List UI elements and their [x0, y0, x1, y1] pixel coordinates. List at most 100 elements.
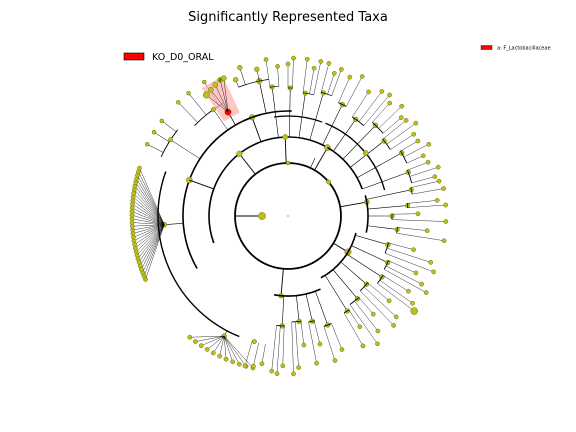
branch-line [135, 224, 165, 249]
branch-line [189, 179, 214, 190]
branch-line [284, 137, 287, 164]
branch-line [145, 224, 165, 280]
clade-arc [208, 136, 278, 244]
taxon-node [387, 92, 392, 98]
branch-line [407, 162, 429, 171]
taxon-node [393, 314, 399, 320]
clade-arc [243, 110, 292, 122]
taxon-node [326, 61, 332, 66]
taxon-node [304, 56, 310, 62]
root-point [287, 215, 289, 217]
branch-line [412, 188, 444, 195]
branch-line [302, 59, 308, 93]
taxon-node [399, 103, 405, 109]
branch-line [356, 152, 402, 178]
taxon-node [198, 343, 204, 348]
clade-arc [352, 116, 365, 126]
taxon-node [275, 64, 280, 69]
branch-line [300, 321, 305, 346]
taxon-node [242, 363, 248, 369]
branch-line [388, 242, 414, 250]
taxon-node [237, 64, 243, 71]
branch-line [132, 224, 165, 227]
taxon-node [202, 79, 207, 85]
taxon-node [259, 361, 265, 367]
branch-line [314, 147, 328, 171]
branch-line [340, 201, 367, 208]
branch-line [282, 325, 285, 366]
taxon-node [428, 260, 434, 265]
branch-line [223, 336, 233, 362]
branch-line [215, 84, 229, 113]
branch-line [396, 233, 445, 241]
branch-line [253, 342, 259, 367]
taxon-node [347, 74, 353, 80]
taxon-node [301, 342, 307, 348]
taxon-node [379, 89, 385, 94]
branch-line [324, 275, 348, 312]
branch-line [349, 304, 378, 344]
branch-line [219, 336, 225, 357]
branch-line [310, 157, 316, 169]
branch-line [141, 224, 165, 270]
taxon-node [435, 164, 441, 170]
taxon-node [311, 65, 317, 71]
branch-line [133, 224, 165, 238]
branch-line [223, 335, 247, 367]
clade-arc [327, 146, 363, 190]
taxon-node [424, 228, 430, 233]
branch-line [206, 94, 229, 113]
taxon-node [210, 107, 216, 112]
branch-line [261, 343, 266, 364]
taxon-node [274, 371, 280, 376]
branch-line [410, 180, 440, 188]
clade-arc [383, 260, 389, 270]
legend-clade-label: a: F_Lactobacillaceae [497, 46, 551, 52]
branch-line [407, 200, 438, 204]
clade-arc [160, 129, 179, 158]
branch-line [219, 79, 229, 113]
branch-line [363, 94, 390, 126]
branch-line [136, 178, 165, 225]
taxon-node [410, 300, 415, 306]
branch-line [391, 219, 446, 222]
branch-line [280, 268, 284, 296]
branch-line [201, 335, 225, 346]
branch-line [346, 76, 363, 107]
branch-line [352, 91, 369, 118]
branch-line [298, 93, 306, 138]
branch-line [367, 225, 398, 230]
branch-line [382, 120, 407, 140]
taxon-node [207, 86, 214, 93]
branch-line [351, 245, 388, 263]
taxon-node [386, 298, 392, 304]
branch-line [366, 189, 412, 200]
taxon-node [282, 134, 289, 140]
taxon-node [391, 322, 396, 328]
taxon-node [411, 131, 417, 137]
branch-line [132, 224, 165, 234]
branch-line [333, 119, 356, 152]
clade-arc [372, 122, 384, 134]
taxon-node [269, 368, 275, 374]
taxon-node [236, 361, 242, 367]
taxon-node [151, 130, 157, 135]
branch-line [363, 286, 397, 318]
clade-arc [182, 113, 262, 269]
branch-line [134, 189, 165, 225]
taxon-node [410, 307, 418, 315]
taxon-node [339, 347, 345, 352]
branch-line [139, 224, 165, 266]
branch-line [170, 139, 201, 160]
branch-line [348, 309, 361, 327]
taxon-node [291, 55, 296, 61]
branch-line [331, 69, 342, 96]
branch-line [164, 223, 184, 225]
branch-line [355, 235, 389, 245]
taxon-node [434, 197, 440, 203]
branch-line [295, 321, 299, 368]
branch-line [331, 323, 343, 350]
taxon-node [413, 270, 419, 276]
clade-arc [325, 122, 386, 191]
